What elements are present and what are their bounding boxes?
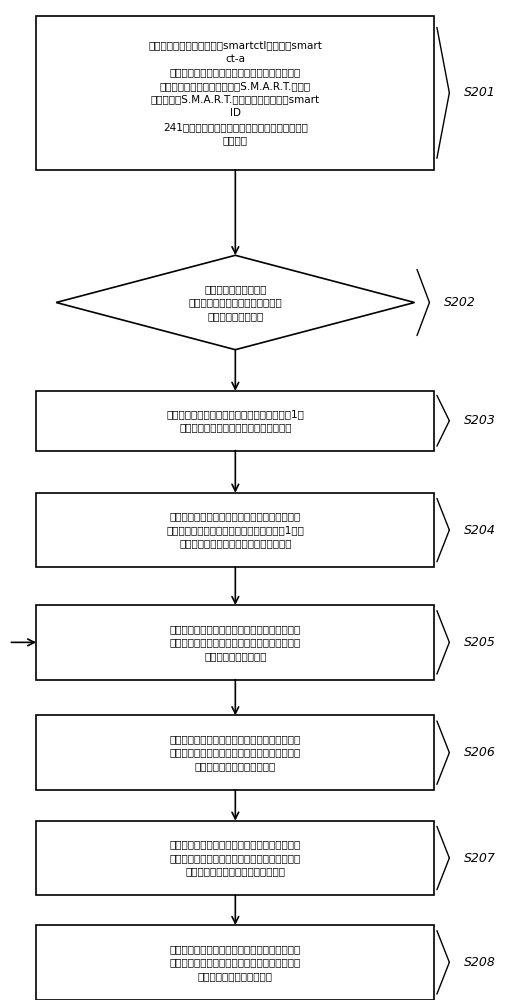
Text: 根据预设未来时间段内每一天用户系统写入量的
预测值和待测固态硬盘的写入数据总量计算待测
固态硬盘的寿命剩余天数。: 根据预设未来时间段内每一天用户系统写入量的 预测值和待测固态硬盘的写入数据总量计…: [170, 944, 301, 981]
Bar: [36, 391, 434, 451]
Text: S208: S208: [464, 956, 496, 969]
Text: 计算待测固态硬盘的用户系统写入量序列每隔1天
的差分值，生成一阶差分历史时间序列。: 计算待测固态硬盘的用户系统写入量序列每隔1天 的差分值，生成一阶差分历史时间序列…: [166, 409, 305, 433]
Bar: [36, 605, 434, 680]
Text: S201: S201: [464, 86, 496, 99]
Text: S202: S202: [444, 296, 476, 309]
Bar: [36, 715, 434, 790]
Text: S204: S204: [464, 524, 496, 537]
Polygon shape: [56, 255, 415, 350]
Bar: [36, 821, 434, 895]
Bar: [36, 493, 434, 567]
Text: 在预测日前一天的实际用户系统写入量基础上不
断累加每天变化量预测值，得到预设未来时间段
内每一天用户系统写入量的预测值。: 在预测日前一天的实际用户系统写入量基础上不 断累加每天变化量预测值，得到预设未来…: [170, 839, 301, 877]
Text: 在预设历史时间段内，
判断待测固态硬盘是否每一天都有
用户系统写入量信息: 在预设历史时间段内， 判断待测固态硬盘是否每一天都有 用户系统写入量信息: [188, 284, 282, 321]
Text: 在预设历史时间段内，调用smartctl工具中的smart
ct-a
命令于每天固定时间从自我监测、分析及报告技
术软件中获得待测固态硬盘的S.M.A.R.T.: 在预设历史时间段内，调用smartctl工具中的smart ct-a 命令于每天…: [148, 40, 322, 145]
Text: 将差分历史事件时间序列输入至指数平滑模型中
，得到待测固态硬盘在预设未来时间段内用户系
统写入量每天变化量预测值。: 将差分历史事件时间序列输入至指数平滑模型中 ，得到待测固态硬盘在预设未来时间段内…: [170, 734, 301, 771]
Bar: [36, 925, 434, 1000]
Text: S206: S206: [464, 746, 496, 759]
Text: S207: S207: [464, 852, 496, 865]
Text: S205: S205: [464, 636, 496, 649]
Text: 将一阶差分历史时间序列输入至指数平滑模型进
行模型训练，通过最大似然估计拟合得到指数平
滑模型的平滑系数值。: 将一阶差分历史时间序列输入至指数平滑模型进 行模型训练，通过最大似然估计拟合得到…: [170, 624, 301, 661]
Text: S203: S203: [464, 414, 496, 427]
Text: 利用插值法对用户系统写入量空项进行填充，并
基于填充后的用户系统写入量序列进行每隔1天的
差分计算，生成一阶差分历史时间序列。: 利用插值法对用户系统写入量空项进行填充，并 基于填充后的用户系统写入量序列进行每…: [166, 511, 305, 549]
Bar: [36, 16, 434, 170]
